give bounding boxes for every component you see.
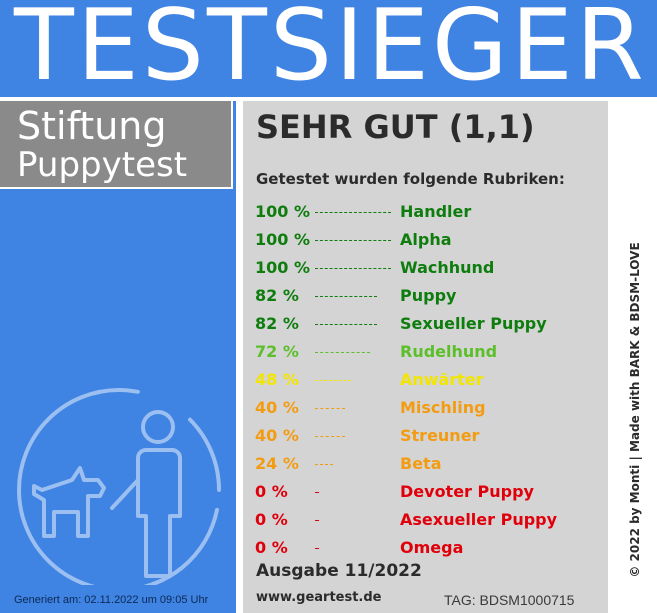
rubrik-percent: 40 % bbox=[255, 398, 299, 417]
rubrik-percent: 72 % bbox=[255, 342, 299, 361]
rubrik-row: 0 % Omega bbox=[255, 536, 600, 560]
rating-heading: SEHR GUT (1,1) bbox=[256, 108, 535, 146]
issue-label: Ausgabe 11/2022 bbox=[256, 561, 422, 581]
rubrik-row: 40 % Mischling bbox=[255, 396, 600, 420]
rubrik-row: 82 % Sexueller Puppy bbox=[255, 312, 600, 336]
rubrik-name: Alpha bbox=[400, 230, 452, 249]
rubrik-name: Puppy bbox=[400, 286, 457, 305]
rubrik-bar bbox=[315, 240, 391, 241]
rubrik-row: 100 % Wachhund bbox=[255, 256, 600, 280]
rubrik-bar bbox=[315, 212, 391, 213]
rubrik-row: 72 % Rudelhund bbox=[255, 340, 600, 364]
rubrik-bar bbox=[315, 324, 378, 325]
brand-line-2: Puppytest bbox=[17, 145, 188, 185]
rubrik-name: Wachhund bbox=[400, 258, 495, 277]
rubrik-percent: 82 % bbox=[255, 314, 299, 333]
rubrik-row: 100 % Handler bbox=[255, 200, 600, 224]
rubrik-bar bbox=[315, 464, 334, 465]
website-url: www.geartest.de bbox=[256, 590, 382, 605]
handler-with-dog-icon bbox=[17, 388, 221, 585]
rubrik-bar bbox=[315, 436, 346, 437]
rubrik-row: 0 % Devoter Puppy bbox=[255, 480, 600, 504]
brand-line-1: Stiftung bbox=[17, 104, 167, 148]
rubrik-percent: 100 % bbox=[255, 202, 310, 221]
rubrik-percent: 0 % bbox=[255, 482, 288, 501]
rubrik-bar bbox=[315, 380, 352, 381]
rubrik-name: Beta bbox=[400, 454, 442, 473]
rubrik-percent: 0 % bbox=[255, 510, 288, 529]
rubrik-row: 24 % Beta bbox=[255, 452, 600, 476]
rubrik-percent: 0 % bbox=[255, 538, 288, 557]
rubrik-row: 100 % Alpha bbox=[255, 228, 600, 252]
rubrik-bar bbox=[315, 492, 319, 493]
rubrik-row: 40 % Streuner bbox=[255, 424, 600, 448]
rubrik-name: Rudelhund bbox=[400, 342, 498, 361]
generated-timestamp: Generiert am: 02.11.2022 um 09:05 Uhr bbox=[14, 594, 209, 606]
title-banner bbox=[0, 0, 657, 97]
rubrik-name: Handler bbox=[400, 202, 472, 221]
divider bbox=[0, 97, 236, 101]
rubrik-bar bbox=[315, 408, 346, 409]
rubrik-bar bbox=[315, 520, 319, 521]
rubrik-bar bbox=[315, 296, 378, 297]
rubrik-row: 82 % Puppy bbox=[255, 284, 600, 308]
rubrik-bar bbox=[315, 548, 319, 549]
rubrik-name: Omega bbox=[400, 538, 464, 557]
rubrik-percent: 24 % bbox=[255, 454, 299, 473]
rubrik-name: Devoter Puppy bbox=[400, 482, 534, 501]
rubrik-name: Anwärter bbox=[400, 370, 484, 389]
page-title: TESTSIEGER bbox=[14, 0, 647, 103]
rubrik-percent: 40 % bbox=[255, 426, 299, 445]
rubrik-name: Mischling bbox=[400, 398, 486, 417]
rubrik-row: 0 % Asexueller Puppy bbox=[255, 508, 600, 532]
rubrik-bar bbox=[315, 352, 370, 353]
result-panel bbox=[243, 101, 608, 613]
credit-vertical: © 2022 by Monti | Made with BARK & BDSM-… bbox=[628, 242, 642, 578]
rubrik-name: Streuner bbox=[400, 426, 480, 445]
rubrik-name: Asexueller Puppy bbox=[400, 510, 558, 529]
rubrik-percent: 48 % bbox=[255, 370, 299, 389]
rubrik-percent: 100 % bbox=[255, 258, 310, 277]
brand-box bbox=[0, 101, 233, 189]
rubrik-percent: 100 % bbox=[255, 230, 310, 249]
rubrik-percent: 82 % bbox=[255, 286, 299, 305]
rubrik-bar bbox=[315, 268, 391, 269]
tag-id: TAG: BDSM1000715 bbox=[444, 592, 575, 608]
rubriken-subheading: Getestet wurden folgende Rubriken: bbox=[256, 170, 565, 188]
rubrik-name: Sexueller Puppy bbox=[400, 314, 547, 333]
rubrik-row: 48 % Anwärter bbox=[255, 368, 600, 392]
